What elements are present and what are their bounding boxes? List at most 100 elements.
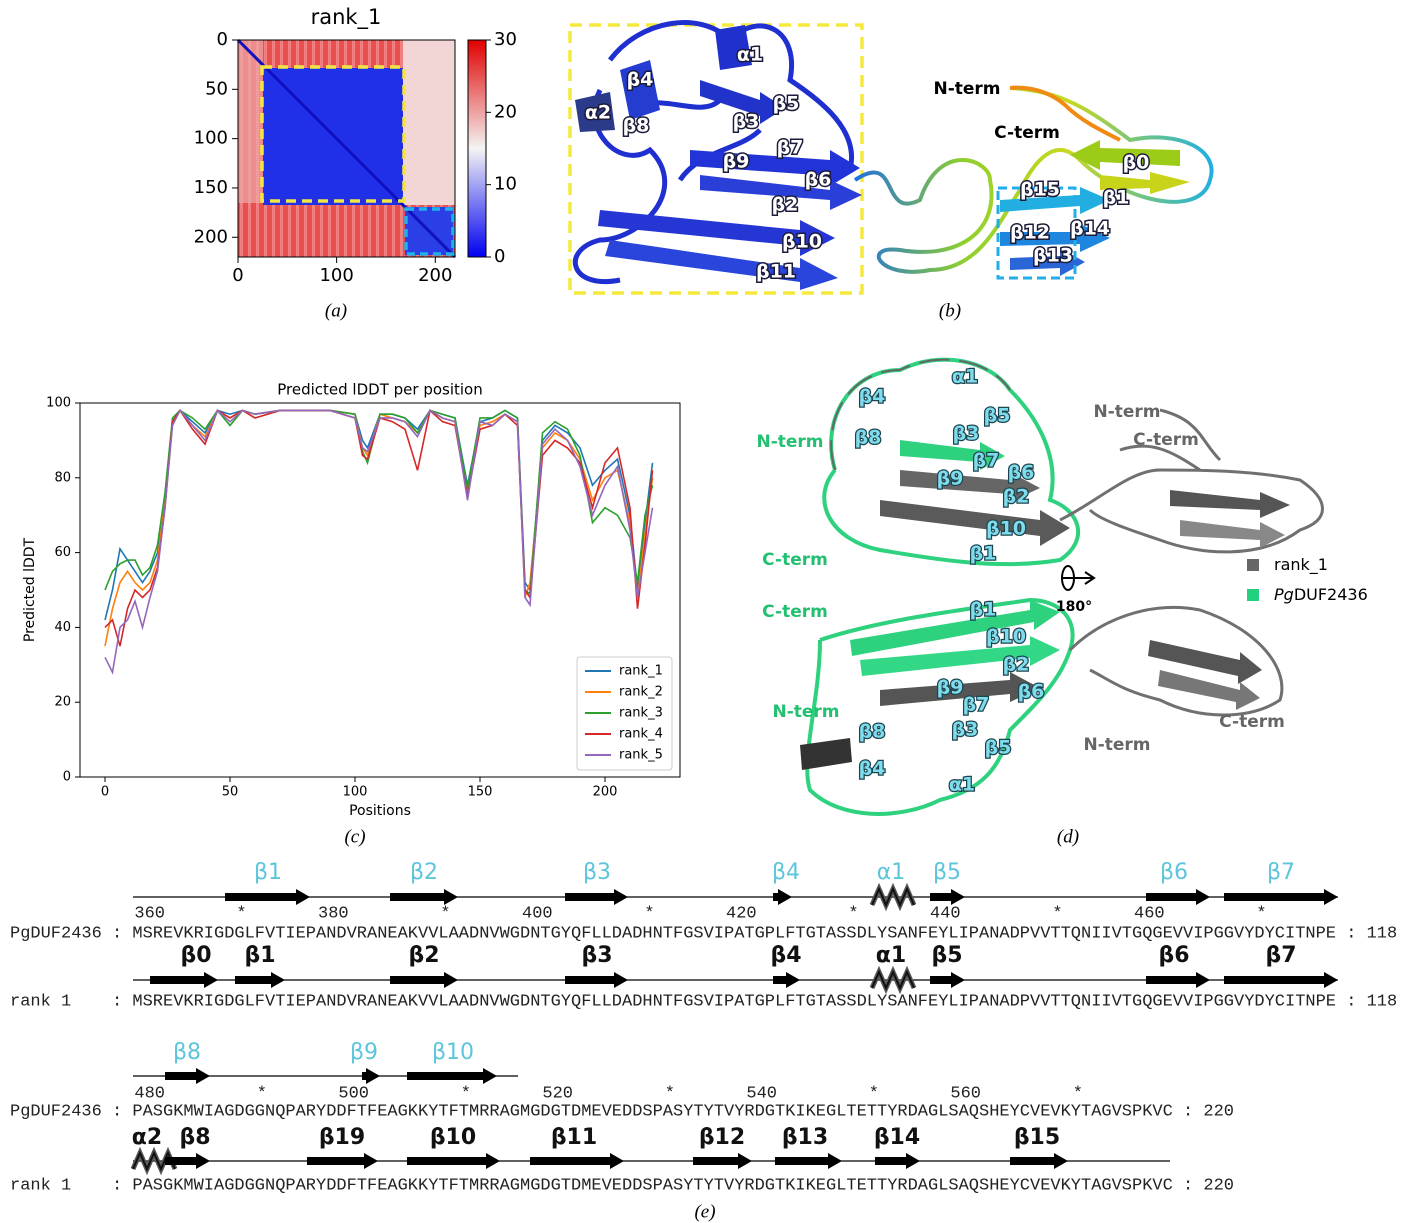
colorbar-tick-label: 30 [494, 29, 517, 50]
strand-arrow [1224, 889, 1338, 905]
strand-arrow [565, 972, 628, 988]
y-axis-label: Predicted lDDT [22, 537, 38, 642]
sequence-name: PgDUF2436 [10, 924, 102, 943]
strand-arrow [165, 1068, 210, 1084]
separator: : [1183, 1102, 1193, 1121]
strand-arrow [362, 1068, 380, 1084]
x-tick-label: 150 [468, 785, 493, 800]
structure-label: α1 [952, 366, 978, 388]
ss-label: α1 [877, 860, 906, 885]
structure-label: β2 [1003, 654, 1030, 676]
y-tick-label: 40 [54, 620, 71, 635]
x-tick-label: 200 [418, 265, 452, 286]
structure-label: β1 [970, 543, 997, 565]
terminus-label: N-term [1083, 735, 1150, 755]
terminus-label: C-term [762, 550, 828, 570]
structure-label: α1 [737, 44, 763, 66]
ss-label: β5 [933, 860, 961, 885]
legend-label-text: rank_1 [1274, 555, 1328, 575]
y-tick-label: 100 [46, 396, 71, 411]
structure-label: β3 [733, 111, 760, 133]
structure-label: β6 [1018, 681, 1045, 703]
y-tick-label: 200 [194, 226, 228, 247]
terminus-label: C-term [994, 123, 1060, 143]
y-tick-label: 0 [63, 770, 71, 785]
ss-label: β0 [180, 943, 211, 968]
strand-arrow [930, 889, 965, 905]
structure-label: β2 [772, 194, 799, 216]
structure-label: β7 [777, 137, 804, 159]
structure-label: β1 [1103, 187, 1130, 209]
sequence-name: rank 1 [10, 992, 71, 1011]
ss-label: β7 [1265, 943, 1296, 968]
sequence-end: 118 [1367, 992, 1398, 1011]
strand-arrow [875, 1153, 920, 1169]
line-series [104, 409, 654, 675]
strand-arrow [390, 972, 458, 988]
separator: : [112, 1102, 122, 1121]
ss-label: β4 [770, 943, 801, 968]
structure-label: β10 [986, 626, 1026, 648]
structure-label: α1 [949, 774, 975, 796]
ss-label: β8 [173, 1040, 201, 1065]
strand-arrow [150, 972, 218, 988]
strand-arrow [225, 889, 310, 905]
strand-arrow [390, 889, 458, 905]
structure-label: β13 [1033, 245, 1073, 267]
strand-arrow [1146, 889, 1210, 905]
sequence: MSREVKRIGDGLFVTIEPANDVRANEAKVVLAADNVWGDN… [132, 924, 1336, 943]
y-tick-label: 150 [194, 177, 228, 198]
strand-arrow [407, 1153, 500, 1169]
structure-label: β9 [937, 468, 964, 490]
strand-arrow [565, 889, 628, 905]
panel-caption: (b) [939, 300, 961, 321]
panel-caption: (a) [325, 300, 347, 321]
y-tick-label: 60 [54, 545, 71, 560]
strand-arrow [307, 1153, 378, 1169]
structure-label: β6 [1008, 462, 1035, 484]
y-tick-label: 80 [54, 470, 71, 485]
structure-label: β1 [970, 599, 997, 621]
structure-label: β2 [1003, 486, 1030, 508]
ss-label: β3 [583, 860, 611, 885]
legend-swatch [1247, 559, 1259, 571]
structure-label: β9 [723, 151, 750, 173]
structure-label: β9 [937, 677, 964, 699]
colorbar-tick-label: 0 [494, 246, 505, 267]
rotation-label: 180° [1056, 599, 1092, 615]
structure-label: β6 [805, 169, 832, 191]
x-tick-label: 200 [593, 785, 618, 800]
structure-label: β11 [756, 261, 796, 283]
x-tick-label: 100 [319, 265, 353, 286]
legend-swatch [1247, 589, 1259, 601]
strand-arrow [530, 1153, 624, 1169]
ss-label: β2 [410, 860, 438, 885]
strand-arrow [235, 972, 285, 988]
terminus-label: C-term [1133, 430, 1199, 450]
sequence-name: rank 1 [10, 1176, 71, 1195]
terminus-label: N-term [1093, 402, 1160, 422]
helix-zigzag [871, 969, 915, 991]
panel-caption: (d) [1057, 826, 1079, 847]
ss-label: β14 [874, 1125, 920, 1150]
structure-b [568, 20, 1214, 295]
sequence: MSREVKRIGDGLFVTIEPANDVRANEAKVVLAADNVWGDN… [132, 992, 1336, 1011]
y-tick-label: 0 [217, 29, 228, 50]
structure-label: β5 [773, 93, 800, 115]
ss-label: β2 [408, 943, 439, 968]
ruler: 360 * 380 * 400 * 420 * 440 * 460 * [134, 904, 1266, 923]
strand-arrow [930, 972, 965, 988]
ss-label: β4 [772, 860, 800, 885]
x-tick-label: 100 [343, 785, 368, 800]
plot-frame [237, 39, 456, 258]
x-tick-label: 50 [222, 785, 239, 800]
structure-d [800, 357, 1324, 816]
ss-label: β13 [782, 1125, 828, 1150]
strand-arrow [1146, 972, 1210, 988]
chart-title: rank_1 [311, 5, 382, 30]
strand-arrow [773, 972, 800, 988]
strand-arrow [407, 1068, 497, 1084]
terminus-label: N-term [933, 79, 1000, 99]
separator: : [1346, 924, 1356, 943]
sequence-end: 118 [1367, 924, 1398, 943]
